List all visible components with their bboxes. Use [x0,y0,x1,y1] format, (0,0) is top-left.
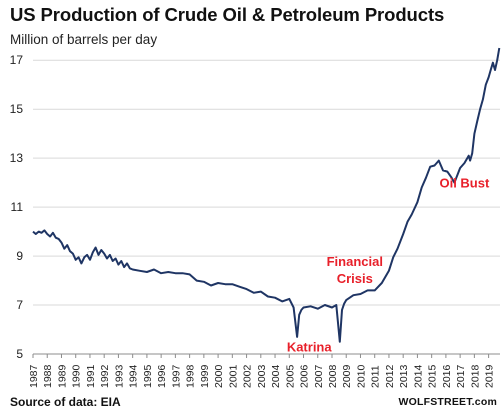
x-tick-label: 1998 [185,364,197,388]
x-tick-label: 2015 [427,364,439,388]
y-tick-label: 13 [10,151,24,165]
brand-watermark: WOLFSTREET.com [398,396,497,408]
y-tick-label: 11 [11,200,24,214]
event-annotation: Crisis [337,271,373,286]
x-tick-label: 2007 [313,364,325,388]
x-tick-label: 2005 [284,364,296,388]
chart-title: US Production of Crude Oil & Petroleum P… [10,4,445,25]
data-source-note: Source of data: EIA [10,395,121,409]
x-tick-label: 1992 [99,364,111,388]
x-tick-label: 1994 [128,364,140,388]
production-line [32,47,501,343]
x-tick-label: 2014 [412,364,424,388]
x-tick-label: 1995 [142,364,154,388]
x-tick-label: 2004 [270,364,282,388]
x-tick-label: 2016 [441,364,453,388]
x-tick-label: 1988 [42,364,54,388]
x-tick-label: 1991 [85,364,97,388]
y-tick-label: 9 [16,249,23,263]
x-tick-label: 2001 [227,364,239,388]
y-tick-label: 17 [10,53,24,67]
x-tick-label: 2019 [484,364,496,388]
x-tick-label: 2003 [256,364,268,388]
y-tick-label: 5 [16,347,23,361]
x-tick-label: 2000 [213,364,225,388]
x-tick-label: 1999 [199,364,211,388]
x-tick-label: 1989 [56,364,68,388]
y-tick-label: 15 [10,102,24,116]
x-tick-label: 2012 [384,364,396,388]
x-tick-label: 2017 [455,364,467,388]
event-annotation: Oil Bust [439,176,490,191]
event-annotation: Financial [327,254,383,269]
x-tick-label: 1996 [156,364,168,388]
x-tick-label: 2002 [242,364,254,388]
x-tick-label: 2013 [398,364,410,388]
x-tick-label: 2018 [469,364,481,388]
event-annotation: Katrina [287,340,333,355]
x-tick-label: 2009 [341,364,353,388]
y-tick-label: 7 [16,298,23,312]
x-tick-label: 1987 [28,364,40,388]
x-tick-label: 2006 [299,364,311,388]
x-tick-label: 1997 [170,364,182,388]
x-tick-label: 2008 [327,364,339,388]
chart-subtitle: Million of barrels per day [10,32,158,47]
x-tick-label: 2011 [370,365,382,388]
x-tick-label: 1990 [71,364,83,388]
x-tick-label: 2010 [355,364,367,388]
x-tick-label: 1993 [113,364,125,388]
